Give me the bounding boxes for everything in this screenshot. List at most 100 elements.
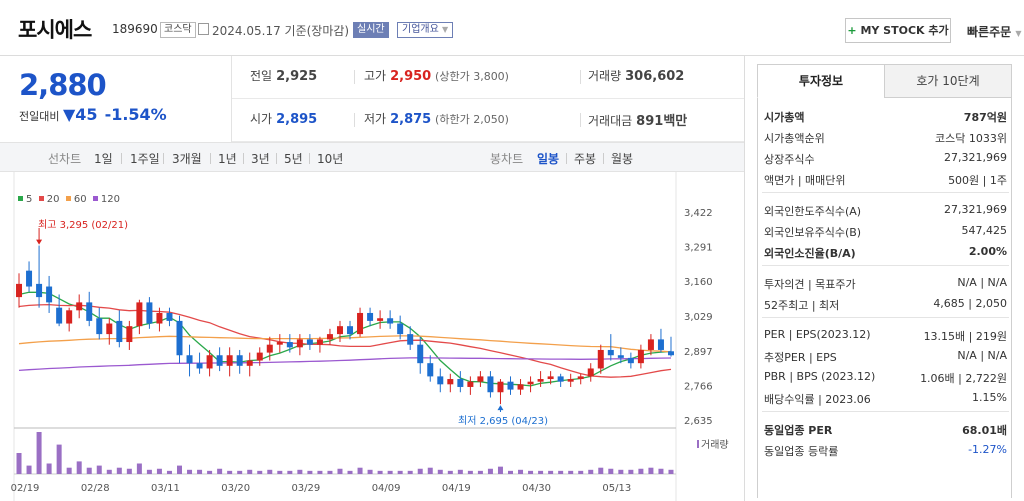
candle-body — [417, 344, 424, 364]
candle-body — [537, 379, 544, 382]
volume-bar — [628, 469, 634, 474]
info-label: 투자의견 | 목표주가 — [764, 278, 856, 291]
volume-bar — [457, 469, 463, 474]
volume-bar — [86, 467, 92, 474]
info-label: PBR | BPS (2023.12) — [764, 370, 876, 383]
candle-body — [296, 339, 303, 348]
volume-bar — [538, 470, 544, 474]
period-3y[interactable]: 3년 — [251, 152, 270, 166]
candle-monthly[interactable]: 월봉 — [611, 152, 634, 166]
volume-bar — [247, 469, 253, 474]
candle-body — [236, 355, 243, 366]
info-row: 52주최고 | 최저 4,685 | 2,050 — [762, 294, 1009, 314]
volume-bar — [357, 467, 363, 474]
volume-bar — [337, 468, 343, 474]
period-1d[interactable]: 1일 — [94, 152, 113, 166]
high-annot-arrowhead — [36, 239, 43, 245]
volume-bar — [447, 470, 453, 474]
candle-body — [116, 320, 123, 343]
candle-body — [477, 376, 484, 382]
candle-body — [397, 323, 404, 335]
divider — [762, 411, 1009, 412]
volume-bar — [558, 470, 564, 474]
my-stock-add-button[interactable]: + MY STOCK 추가 — [845, 18, 951, 43]
info-row: 외국인보유주식수(B) 547,425 — [762, 221, 1009, 241]
x-tick-label: 03/29 — [291, 483, 320, 494]
info-value: 547,425 — [961, 224, 1008, 237]
candle-daily[interactable]: 일봉 — [537, 152, 560, 166]
candle-body — [56, 307, 63, 324]
info-value: 68.01배 — [962, 424, 1007, 437]
candle-weekly[interactable]: 주봉 — [574, 152, 597, 166]
candle-body — [66, 310, 73, 324]
candle-body — [567, 379, 574, 382]
volume-bar — [116, 467, 122, 474]
volume-bar — [437, 469, 443, 474]
legend-ma5: 5 — [26, 194, 33, 205]
info-label: 배당수익률 | 2023.06 — [764, 393, 871, 406]
tab-invest-info[interactable]: 투자정보 — [757, 64, 885, 98]
info-label: 외국인소진율(B/A) — [764, 247, 856, 260]
info-row: 동일업종 PER 68.01배 — [762, 419, 1009, 439]
trade-amount: 거래대금 891백만 — [588, 114, 688, 129]
quick-order-button[interactable]: 빠른주문 ▼ — [967, 25, 1022, 39]
period-5y[interactable]: 5년 — [284, 152, 303, 166]
volume-bar — [16, 453, 22, 474]
period-3m[interactable]: 3개월 — [172, 152, 202, 166]
volume-bar — [377, 470, 383, 474]
candle-body — [547, 376, 554, 380]
info-value: 4,685 | 2,050 — [933, 297, 1007, 310]
volume-bar — [497, 466, 503, 474]
candle-body — [517, 384, 524, 390]
volume-bar — [307, 470, 313, 474]
volume-bar — [638, 468, 644, 474]
info-label: 시가총액순위 — [764, 132, 825, 145]
period-1w[interactable]: 1주일 — [130, 152, 160, 166]
candle-body — [36, 283, 43, 298]
panel-tabs: 투자정보 호가 10단계 — [757, 64, 1012, 98]
volume-bar — [207, 470, 213, 474]
volume-bar — [427, 467, 433, 474]
info-row: 배당수익률 | 2023.06 1.15% — [762, 388, 1009, 408]
info-row: 상장주식수 27,321,969 — [762, 148, 1009, 168]
open-price: 시가 2,895 — [250, 112, 318, 127]
candle-body — [316, 339, 323, 345]
candle-body — [437, 376, 444, 385]
volume-bar — [166, 470, 172, 474]
volume-bar — [106, 469, 112, 474]
candle-body — [407, 334, 414, 345]
quote-date: 2024.05.17 기준(장마감) — [212, 24, 350, 38]
candle-body — [447, 379, 454, 385]
volume-bar — [407, 470, 413, 474]
candle-body — [186, 355, 193, 364]
volume-bar — [46, 463, 52, 474]
x-tick-label: 03/11 — [151, 483, 180, 494]
candlestick-chart: 3,422 3,291 3,160 3,029 2,897 2,766 2,635 최고 3,… — [11, 172, 729, 501]
chart-period-bar: 선차트 1일 1주일 3개월 1년 3년 5년 10년 봉차트 일봉 주봉 월봉 — [0, 142, 744, 172]
x-tick-label: 05/13 — [602, 483, 631, 494]
period-10y[interactable]: 10년 — [317, 152, 344, 166]
volume-bar — [187, 469, 193, 474]
period-1y[interactable]: 1년 — [218, 152, 237, 166]
candle-body — [667, 351, 674, 356]
candle-body — [627, 357, 634, 364]
y-tick-label: 3,029 — [684, 312, 713, 323]
info-value: 787억원 — [963, 111, 1007, 124]
volume: 거래량 306,602 — [588, 69, 685, 84]
tab-orderbook[interactable]: 호가 10단계 — [884, 64, 1012, 98]
info-value: 1.06배 | 2,722원 — [920, 372, 1007, 385]
chevron-down-icon: ▼ — [442, 25, 449, 34]
candle-body — [136, 302, 143, 327]
volume-bar — [217, 468, 223, 474]
candle-body — [86, 302, 93, 321]
info-row: 시가총액 787억원 — [762, 106, 1009, 126]
candle-body — [617, 355, 624, 358]
candle-body — [647, 339, 654, 350]
ma-line-20 — [18, 303, 672, 378]
info-label: 외국인보유주식수(B) — [764, 226, 862, 239]
volume-bar — [177, 465, 182, 474]
info-label: 52주최고 | 최저 — [764, 299, 840, 312]
realtime-button[interactable]: 실시간 — [353, 22, 389, 38]
candle-body — [497, 381, 504, 393]
corp-overview-dropdown[interactable]: 기업개요 ▼ — [397, 22, 454, 38]
